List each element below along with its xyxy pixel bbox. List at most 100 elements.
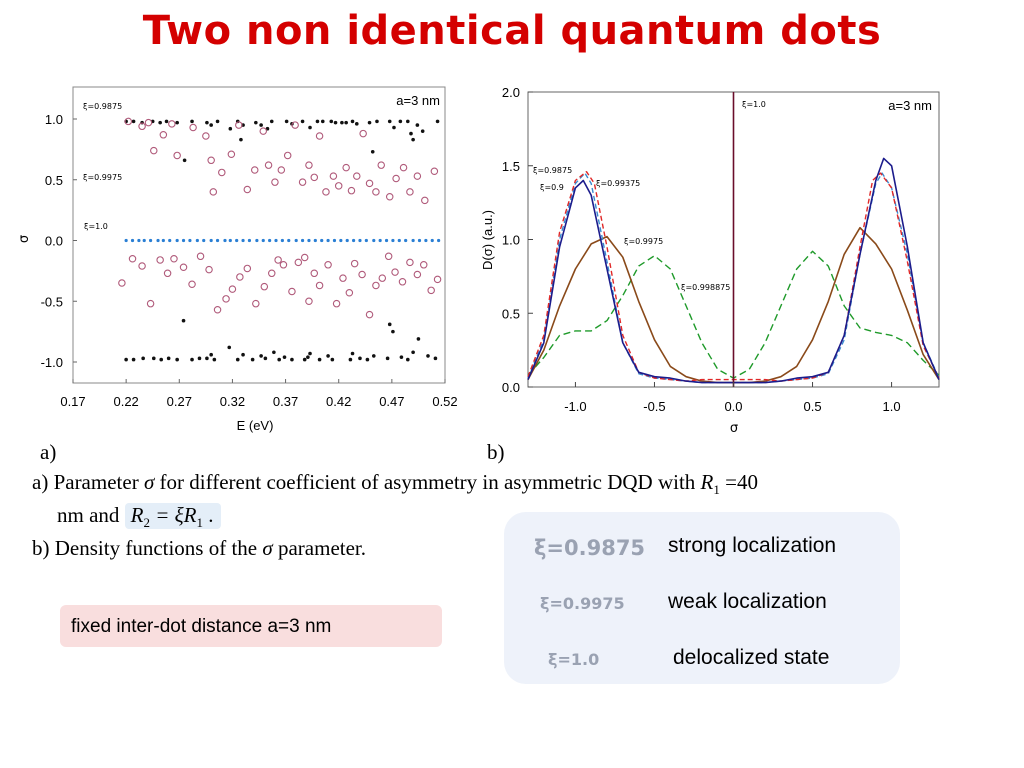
chart-a-point-open [189,123,197,132]
chart-a-xtick-label: 0.27 [167,394,192,409]
chart-a-point-open [128,254,137,263]
chart-a-point-blue [294,238,298,243]
chart-a-point-open [421,196,429,205]
chart-a-point-open [332,299,341,308]
chart-a-marks [118,117,442,362]
chart-a-point-open [391,268,399,276]
chart-a-point-filled [426,354,430,358]
legend-text-delocalized: delocalized state [673,646,830,669]
chart-a-point-filled [406,357,410,362]
chart-a-point-filled [205,120,209,125]
chart-a-point-open [305,297,313,305]
chart-a-point-filled [411,137,415,142]
chart-a-point-blue [268,238,272,243]
chart-a-point-filled [315,119,320,124]
chart-a-point-open [207,156,215,165]
caption-line-3: b) Density functions of the σ parameter. [32,536,366,561]
chart-a-point-filled [320,119,325,124]
chart-a-xlabel: E (eV) [237,418,274,433]
chart-a-point-filled [387,119,392,124]
chart-a-point-blue [124,238,128,243]
legend-key-weak: ξ=0.9975 [540,594,625,613]
chart-a-point-open [345,288,354,297]
chart-a-point-filled [164,119,169,124]
chart-b-label-xi-0998875: ξ=0.998875 [681,283,730,292]
chart-a-point-open [315,132,324,140]
chart-a-point-filled [175,357,179,362]
note-box: fixed inter-dot distance a=3 nm [60,605,442,647]
chart-a-point-filled [358,356,362,361]
chart-a-point-open [222,295,230,303]
caption-nm-and: nm and [57,503,120,527]
chart-a-point-blue [417,238,422,243]
chart-a-point-blue [364,238,368,243]
chart-a-point-filled [282,355,287,359]
chart-a-point-open [430,167,439,175]
chart-a-point-blue [411,238,415,243]
chart-a-point-open [146,299,155,308]
chart-a-point-filled [209,123,213,127]
chart-a-point-blue [241,238,245,243]
chart-a-point-open [413,270,422,279]
chart-b-xtick-label: 1.0 [883,399,901,414]
chart-a-point-blue [202,238,206,243]
legend-key-delocalized: ξ=1.0 [548,650,600,669]
chart-a-point-open [168,120,176,128]
chart-a-xtick-label: 0.47 [379,394,404,409]
chart-a-point-filled [182,158,187,163]
chart-a-point-open [339,274,347,282]
chart-a-point-open [144,118,153,127]
chart-a-point-filled [435,119,440,124]
chart-a-point-filled [406,119,410,124]
chart-a-point-filled [254,120,258,125]
chart-a-point-blue [130,238,135,243]
chart-a-point-filled [175,120,179,125]
chart-a-point-filled [190,357,194,362]
chart-a-point-open [305,161,313,169]
chart-a-point-blue [378,238,382,243]
formula-r2: R [130,503,144,527]
chart-a-point-blue [437,238,441,243]
caption-a-prefix: a) Parameter [32,470,139,494]
chart-a-point-filled [398,119,403,124]
chart-a-point-blue [430,238,434,243]
chart-a-point-filled [348,357,353,362]
chart-a-point-filled [263,356,268,361]
chart-b-ytick-label: 1.5 [502,159,520,174]
chart-a-point-open [196,252,205,261]
chart-a-point-filled [433,356,438,361]
chart-a-point-open [322,188,330,196]
chart-a-point-open [384,252,393,261]
chart-a-point-open [300,253,309,262]
chart-a-point-open [218,168,226,177]
chart-a-point-filled [415,123,420,127]
chart-a-point-filled [375,119,379,124]
chart-a-point-filled [340,120,344,125]
chart-a-ytick-label: -0.5 [41,294,63,309]
chart-a-point-open [342,163,350,172]
chart-a-point-filled [131,119,136,124]
chart-a-point-filled [269,119,274,124]
chart-a-ylabel: σ [17,235,32,243]
chart-a-point-open [347,186,356,195]
chart-a-point-open [385,193,394,201]
chart-a-point-filled [344,120,348,125]
chart-a-point-open [138,122,146,131]
chart-a-point-open [243,185,252,194]
chart-a-point-open [310,173,319,182]
chart-a-point-blue [223,238,227,243]
chart-a-point-blue [161,238,165,243]
chart-a-point-open [277,166,286,174]
chart-a-point-blue [255,238,259,243]
chart-a-point-open [173,151,181,160]
chart-a-point-open [365,179,374,188]
chart-a-point-filled [370,150,375,154]
chart-a-point-filled [329,119,334,124]
chart-a-point-filled [350,351,355,356]
chart-a-point-blue [372,238,376,243]
chart-a-point-filled [277,357,281,362]
panel-b-label: b) [487,440,505,464]
chart-a-point-filled [151,356,156,361]
chart-a-point-open [324,261,332,269]
chart-a-point-open [243,264,252,273]
